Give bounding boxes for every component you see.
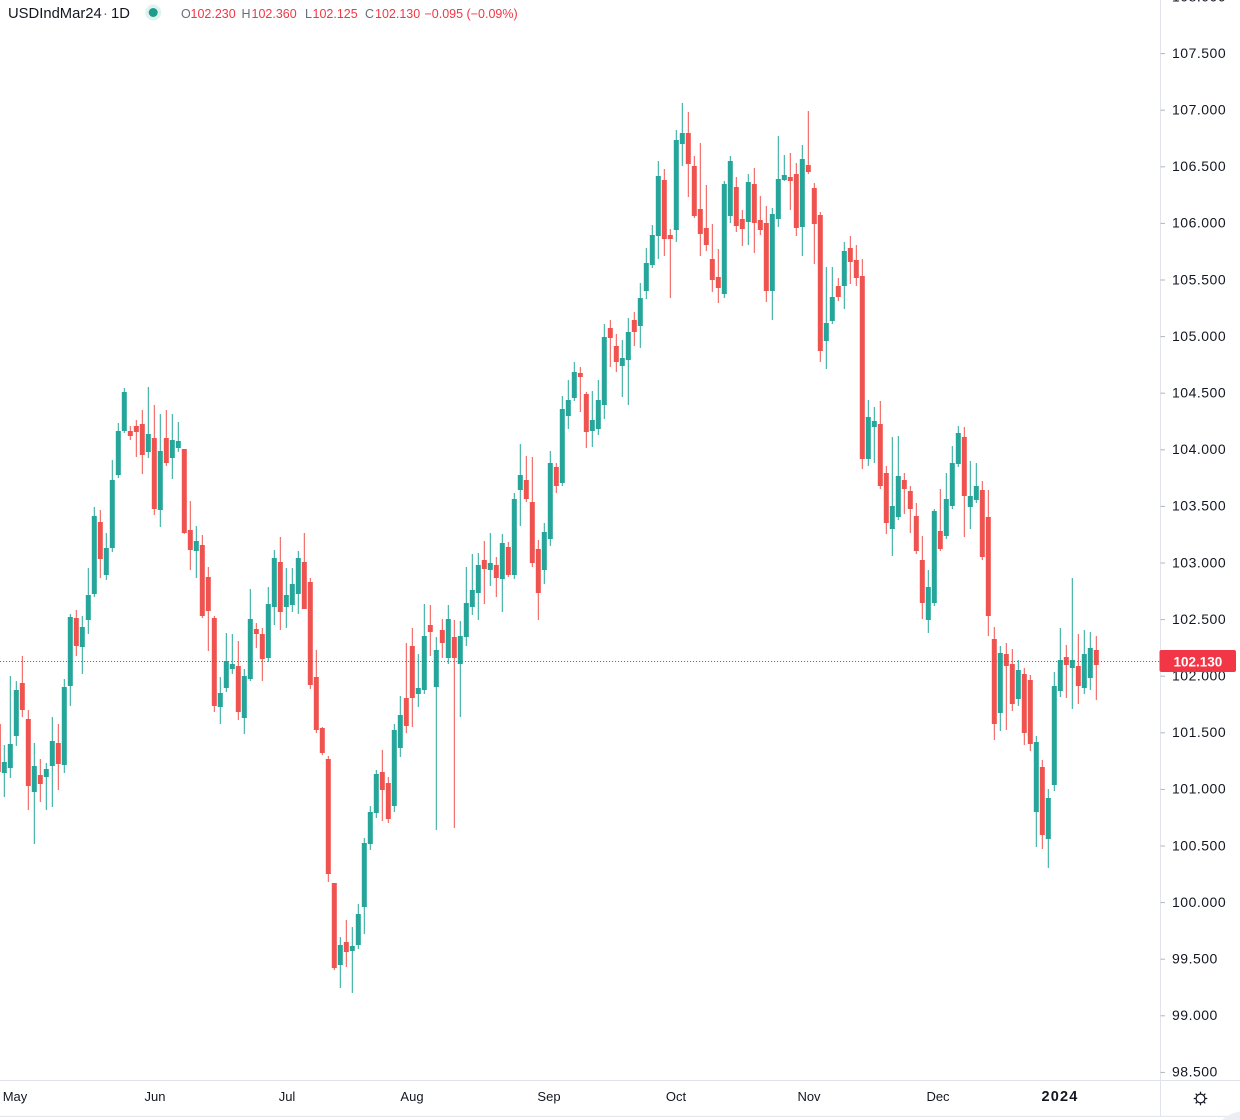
svg-text:105.500: 105.500 <box>1172 271 1226 287</box>
svg-text:102.125: 102.125 <box>313 7 358 21</box>
svg-text:106.500: 106.500 <box>1172 158 1226 174</box>
svg-text:100.000: 100.000 <box>1172 894 1226 910</box>
svg-text:101.500: 101.500 <box>1172 724 1226 740</box>
svg-text:2024: 2024 <box>1041 1089 1078 1105</box>
svg-text:May: May <box>3 1089 28 1104</box>
svg-text:USDIndMar24: USDIndMar24 <box>8 6 102 22</box>
svg-text:101.000: 101.000 <box>1172 781 1226 797</box>
svg-text:102.130: 102.130 <box>1174 654 1223 669</box>
svg-text:Sep: Sep <box>537 1089 560 1104</box>
svg-text:C: C <box>365 7 374 21</box>
svg-text:Jun: Jun <box>145 1089 166 1104</box>
svg-text:108.000: 108.000 <box>1172 0 1226 4</box>
svg-text:99.000: 99.000 <box>1172 1007 1218 1023</box>
svg-text:Jul: Jul <box>279 1089 296 1104</box>
svg-text:−0.095 (−0.09%): −0.095 (−0.09%) <box>425 7 518 21</box>
svg-text:O: O <box>181 7 191 21</box>
svg-text:107.500: 107.500 <box>1172 45 1226 61</box>
svg-text:Nov: Nov <box>797 1089 821 1104</box>
svg-text:Dec: Dec <box>926 1089 950 1104</box>
svg-text:102.360: 102.360 <box>252 7 297 21</box>
svg-text:L: L <box>305 7 312 21</box>
svg-text:102.230: 102.230 <box>191 7 236 21</box>
svg-text:99.500: 99.500 <box>1172 951 1218 967</box>
svg-text:104.000: 104.000 <box>1172 441 1226 457</box>
svg-text:102.500: 102.500 <box>1172 611 1226 627</box>
svg-text:107.000: 107.000 <box>1172 102 1226 118</box>
svg-text:105.000: 105.000 <box>1172 328 1226 344</box>
svg-text:104.500: 104.500 <box>1172 385 1226 401</box>
svg-text:·: · <box>103 6 108 22</box>
svg-text:Oct: Oct <box>666 1089 687 1104</box>
svg-text:106.000: 106.000 <box>1172 215 1226 231</box>
svg-text:1D: 1D <box>111 6 130 22</box>
svg-text:H: H <box>242 7 251 21</box>
svg-text:100.500: 100.500 <box>1172 837 1226 853</box>
svg-text:98.500: 98.500 <box>1172 1064 1218 1080</box>
svg-text:103.500: 103.500 <box>1172 498 1226 514</box>
svg-text:103.000: 103.000 <box>1172 554 1226 570</box>
svg-text:Aug: Aug <box>400 1089 423 1104</box>
svg-text:102.130: 102.130 <box>375 7 420 21</box>
